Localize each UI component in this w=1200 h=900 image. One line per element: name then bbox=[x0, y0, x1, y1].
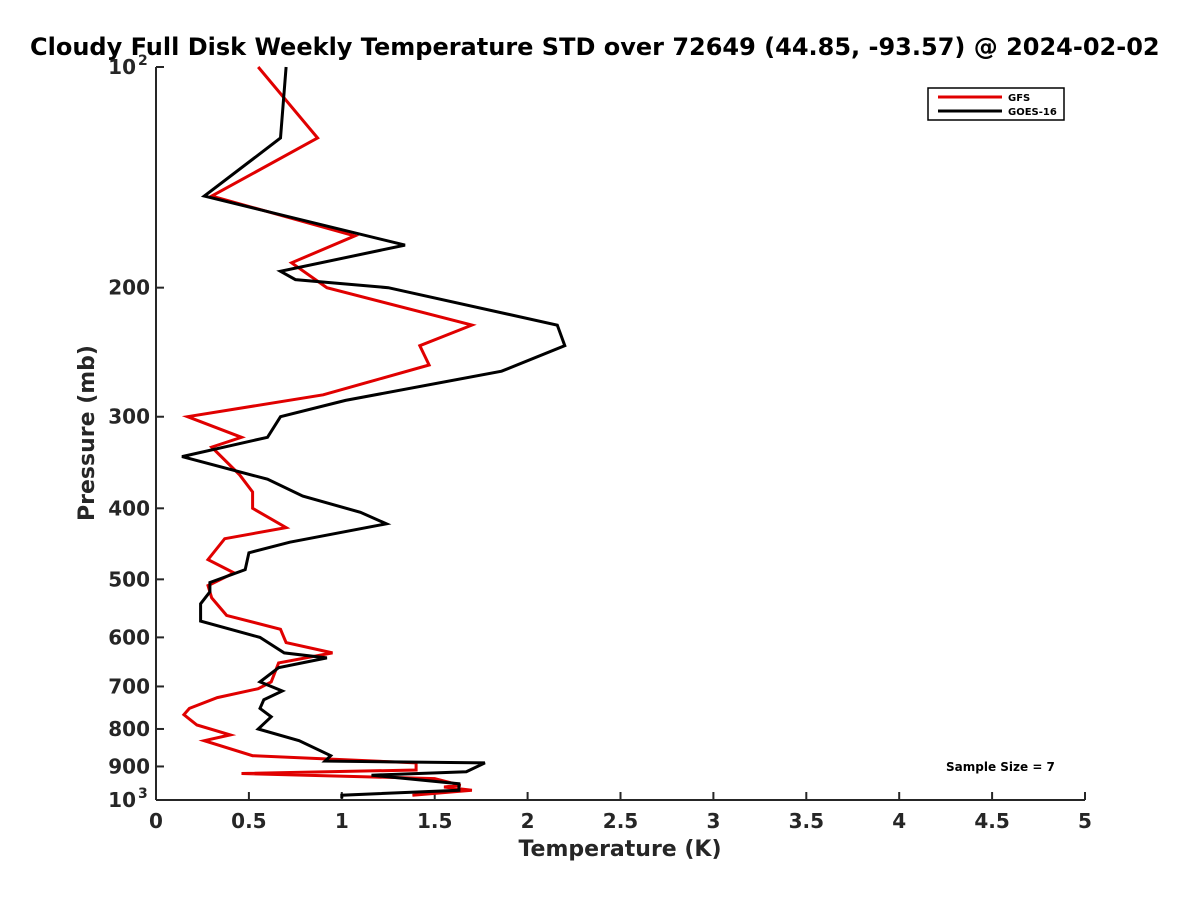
x-tick-label: 5 bbox=[1078, 809, 1092, 833]
y-tick-label: 800 bbox=[108, 717, 150, 741]
legend-label: GFS bbox=[1008, 93, 1030, 104]
legend: GFS GOES-16 bbox=[927, 87, 1065, 121]
x-axis-label: Temperature (K) bbox=[518, 837, 721, 862]
x-tick-label: 2.5 bbox=[603, 809, 638, 833]
y-tick-label: 400 bbox=[108, 496, 150, 520]
y-tick-label: 500 bbox=[108, 567, 150, 591]
x-tick-label: 4 bbox=[892, 809, 906, 833]
x-tick-label: 2 bbox=[521, 809, 535, 833]
x-tick-label: 4.5 bbox=[974, 809, 1009, 833]
x-tick-label: 1.5 bbox=[417, 809, 452, 833]
legend-label: GOES-16 bbox=[1008, 107, 1057, 118]
x-tick-label: 0.5 bbox=[231, 809, 266, 833]
y-tick-label-power: 10 bbox=[108, 788, 136, 812]
series-lines bbox=[181, 66, 567, 799]
x-tick-label: 0 bbox=[149, 809, 163, 833]
plot-area: 0 0.5 1 1.5 2 2.5 3 3.5 4 4.5 5 200 300 400 500 600 700… bbox=[108, 53, 1092, 833]
y-tick-exponent: 3 bbox=[138, 786, 148, 802]
y-tick-label: 200 bbox=[108, 276, 150, 300]
sample-size-annotation: Sample Size = 7 bbox=[946, 760, 1055, 774]
y-tick-label: 900 bbox=[108, 754, 150, 778]
y-tick-label: 700 bbox=[108, 674, 150, 698]
x-tick-label: 3 bbox=[706, 809, 720, 833]
y-axis-label: Pressure (mb) bbox=[75, 345, 100, 521]
y-tick-label-power: 10 bbox=[108, 55, 136, 79]
legend-entries: GFS GOES-16 bbox=[938, 93, 1057, 118]
y-tick-exponent: 2 bbox=[138, 53, 148, 69]
chart-title: Cloudy Full Disk Weekly Temperature STD … bbox=[30, 33, 1160, 61]
x-tick-label: 1 bbox=[335, 809, 349, 833]
x-tick-label: 3.5 bbox=[789, 809, 824, 833]
y-tick-label: 600 bbox=[108, 625, 150, 649]
legend-box bbox=[927, 87, 1065, 121]
y-tick-label: 300 bbox=[108, 405, 150, 429]
x-ticks: 0 0.5 1 1.5 2 2.5 3 3.5 4 4.5 5 bbox=[149, 792, 1092, 833]
series-line-goes-16 bbox=[181, 66, 567, 799]
